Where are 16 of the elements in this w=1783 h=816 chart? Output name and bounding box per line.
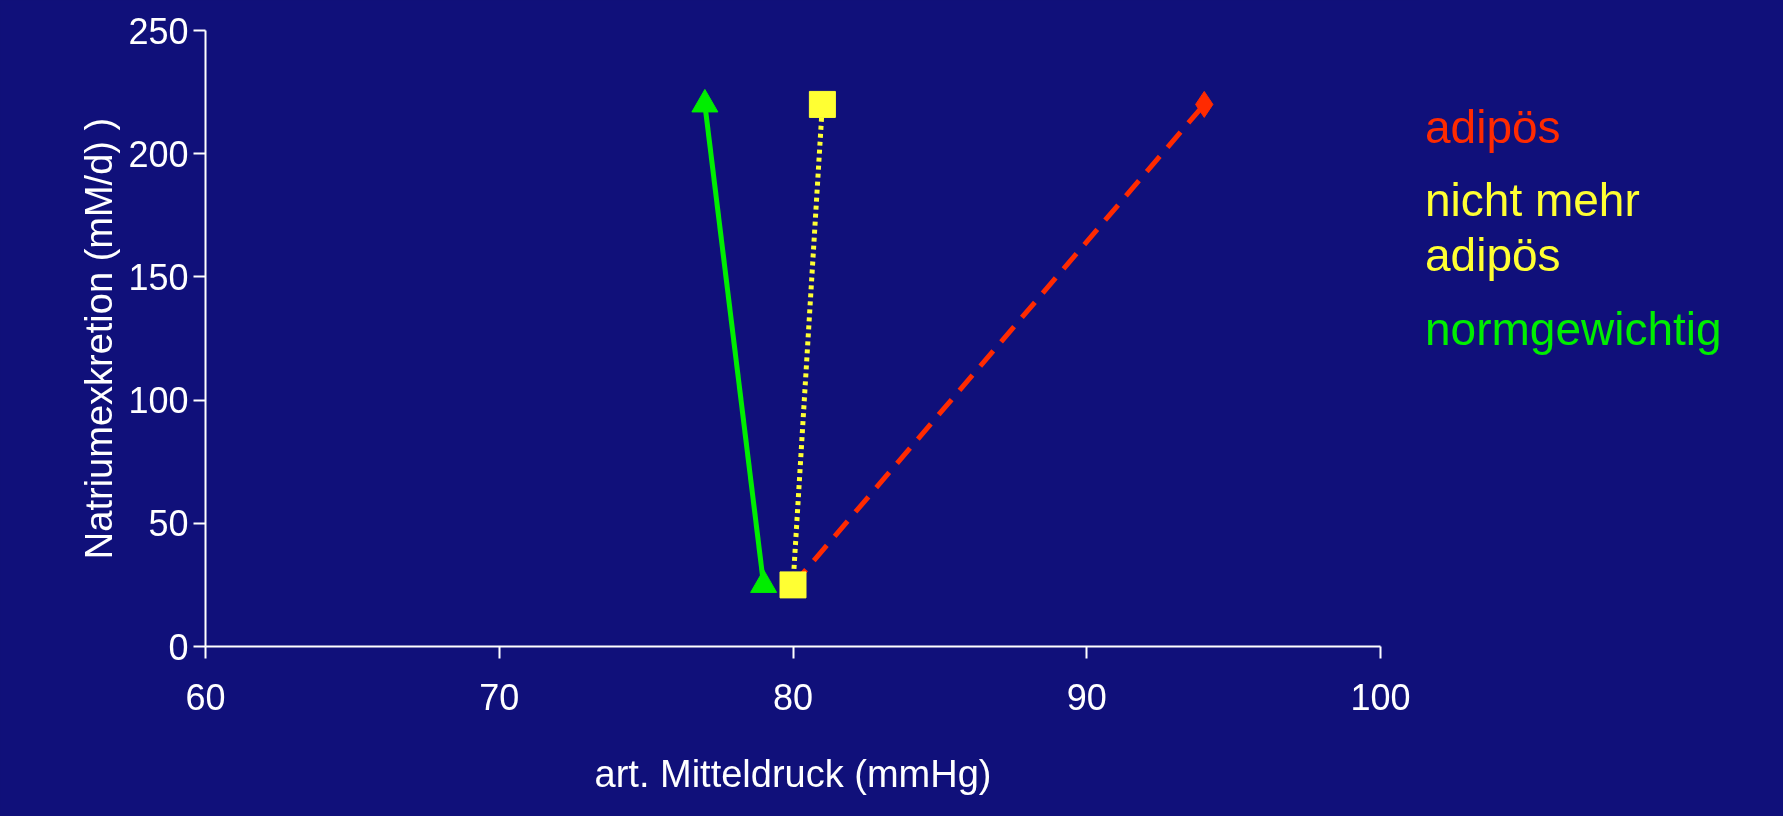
y-axis-title: Natriumexkretion (mM/d) ): [78, 117, 121, 560]
x-axis-title: art. Mitteldruck (mmHg): [594, 752, 992, 795]
x-tick-label: 100: [1350, 676, 1411, 718]
y-tick-label: 250: [128, 10, 189, 52]
x-tick-label: 80: [772, 676, 814, 718]
y-tick-label: 100: [128, 380, 189, 422]
y-tick-label: 0: [168, 626, 189, 668]
x-tick-label: 70: [479, 676, 520, 718]
text: adipös: [1425, 100, 1562, 155]
text: normgewichtig: [1425, 301, 1723, 357]
y-tick-label: 150: [128, 256, 189, 298]
x-tick-label: 60: [185, 676, 226, 718]
x-tick-label: 90: [1066, 676, 1107, 718]
y-tick-label: 50: [148, 503, 189, 545]
y-tick-label: 200: [128, 133, 189, 175]
text: nicht mehr adipös: [1425, 173, 1641, 284]
